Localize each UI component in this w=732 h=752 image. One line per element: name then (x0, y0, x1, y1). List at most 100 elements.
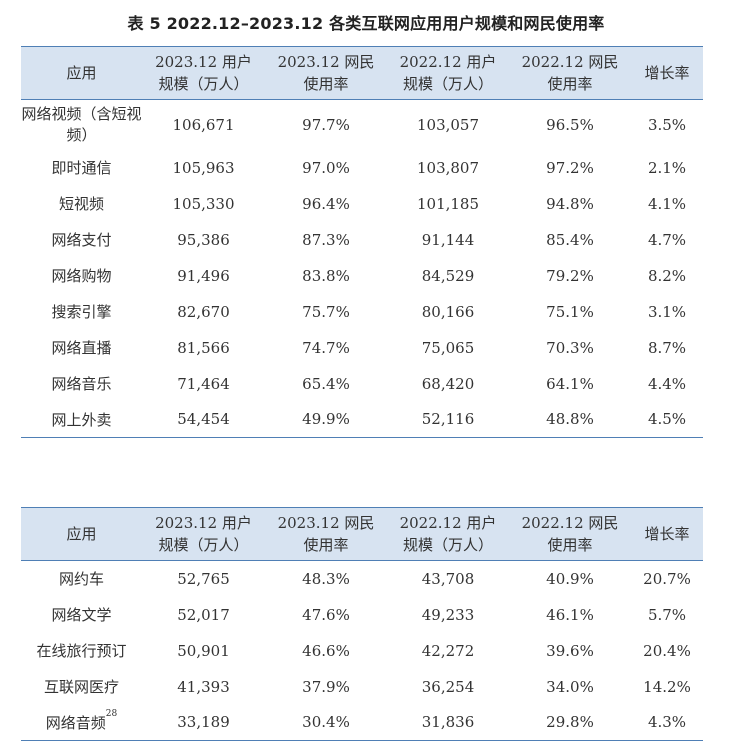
table-row: 网络支付 95,386 87.3% 91,144 85.4% 4.7% (21, 222, 703, 258)
rate-2023: 46.6% (302, 641, 350, 660)
growth-rate: 20.7% (643, 569, 691, 588)
growth-rate: 4.7% (647, 230, 687, 249)
header-users-2022: 2022.12 用户 规模（万人） (387, 46, 509, 100)
header-users-2023: 2023.12 用户 规模（万人） (142, 507, 265, 561)
usage-table-1: 应用 2023.12 用户 规模（万人） 2023.12 网民 使用率 2022.1… (21, 46, 703, 438)
app-name: 搜索引擎 (51, 303, 112, 321)
usage-table-2: 应用 2023.12 用户 规模（万人） 2023.12 网民 使用率 2022.1… (21, 507, 703, 741)
users-2023: 95,386 (177, 230, 230, 249)
table-row: 网约车 52,765 48.3% 43,708 40.9% 20.7% (21, 561, 703, 597)
users-2023: 54,454 (142, 401, 265, 438)
growth-rate: 4.3% (631, 704, 703, 741)
rate-2023: 65.4% (302, 374, 350, 393)
users-2023: 82,670 (177, 302, 230, 321)
rate-2023: 97.0% (302, 158, 350, 177)
table-row: 互联网医疗 41,393 37.9% 36,254 34.0% 14.2% (21, 669, 703, 705)
users-2022: 42,272 (421, 641, 475, 660)
table-row: 网络文学 52,017 47.6% 49,233 46.1% 5.7% (21, 597, 703, 633)
table-title: 表 5 2022.12–2023.12 各类互联网应用用户规模和网民使用率 (127, 14, 605, 33)
users-2023: 33,189 (142, 704, 265, 741)
rate-2022: 96.5% (546, 115, 594, 134)
rate-2022: 70.3% (546, 338, 594, 357)
users-2022: 80,166 (421, 302, 475, 321)
app-name: 网络支付 (51, 231, 112, 249)
rate-2023: 96.4% (302, 194, 350, 213)
header-users-2023: 2023.12 用户 规模（万人） (142, 46, 265, 100)
growth-rate: 2.1% (647, 158, 687, 177)
users-2022: 103,807 (416, 158, 480, 177)
rate-2023: 87.3% (302, 230, 350, 249)
header-row: 应用 2023.12 用户 规模（万人） 2023.12 网民 使用率 2022.1… (21, 46, 703, 100)
app-name: 网上外卖 (21, 401, 142, 438)
users-2022: 68,420 (421, 374, 475, 393)
rate-2023: 97.7% (302, 115, 350, 134)
table-row: 网络音频28 33,189 30.4% 31,836 29.8% 4.3% (21, 704, 703, 741)
app-name: 网络购物 (51, 267, 112, 285)
header-rate-2022: 2022.12 网民 使用率 (509, 507, 631, 561)
rate-2022: 34.0% (546, 677, 594, 696)
table-row: 在线旅行预订 50,901 46.6% 42,272 39.6% 20.4% (21, 633, 703, 669)
app-name: 网络音乐 (51, 375, 112, 393)
users-2022: 103,057 (416, 115, 480, 134)
users-2023: 71,464 (177, 374, 230, 393)
users-2022: 49,233 (421, 605, 475, 624)
growth-rate: 4.1% (647, 194, 687, 213)
growth-rate: 4.5% (631, 401, 703, 438)
users-2022: 43,708 (421, 569, 475, 588)
table-row: 网络购物 91,496 83.8% 84,529 79.2% 8.2% (21, 258, 703, 294)
header-row: 应用 2023.12 用户 规模（万人） 2023.12 网民 使用率 2022.1… (21, 507, 703, 561)
header-app: 应用 (21, 507, 142, 561)
app-name: 网络音频28 (21, 704, 142, 741)
app-name: 即时通信 (51, 159, 112, 177)
rate-2022: 64.1% (546, 374, 594, 393)
header-rate-2023: 2023.12 网民 使用率 (265, 46, 387, 100)
table-row: 网络音乐 71,464 65.4% 68,420 64.1% 4.4% (21, 366, 703, 402)
growth-rate: 8.2% (647, 266, 687, 285)
header-users-2022: 2022.12 用户 规模（万人） (387, 507, 509, 561)
users-2022: 84,529 (421, 266, 475, 285)
table-row: 短视频 105,330 96.4% 101,185 94.8% 4.1% (21, 186, 703, 222)
growth-rate: 14.2% (643, 677, 691, 696)
users-2022: 91,144 (421, 230, 475, 249)
footnote-marker: 28 (105, 708, 118, 719)
rate-2022: 85.4% (546, 230, 594, 249)
users-2023: 50,901 (177, 641, 230, 660)
rate-2023: 48.3% (302, 569, 350, 588)
users-2023: 41,393 (177, 677, 230, 696)
rate-2022: 39.6% (546, 641, 594, 660)
app-name: 网络文学 (51, 606, 112, 624)
users-2023: 81,566 (177, 338, 230, 357)
rate-2022: 48.8% (509, 401, 631, 438)
table-row: 即时通信 105,963 97.0% 103,807 97.2% 2.1% (21, 150, 703, 186)
rate-2022: 75.1% (546, 302, 594, 321)
users-2023: 105,963 (172, 158, 235, 177)
growth-rate: 4.4% (647, 374, 687, 393)
rate-2022: 79.2% (546, 266, 594, 285)
app-name: 网络直播 (51, 339, 112, 357)
rate-2023: 37.9% (302, 677, 350, 696)
rate-2022: 46.1% (546, 605, 594, 624)
rate-2022: 40.9% (546, 569, 594, 588)
users-2022: 36,254 (421, 677, 475, 696)
rate-2023: 30.4% (265, 704, 387, 741)
rate-2023: 47.6% (302, 605, 350, 624)
users-2022: 101,185 (416, 194, 480, 213)
rate-2023: 75.7% (302, 302, 350, 321)
table-row: 网上外卖 54,454 49.9% 52,116 48.8% 4.5% (21, 401, 703, 438)
users-2023: 52,017 (177, 605, 230, 624)
rate-2022: 29.8% (509, 704, 631, 741)
growth-rate: 20.4% (643, 641, 691, 660)
app-name: 互联网医疗 (43, 678, 119, 696)
table-row: 搜索引擎 82,670 75.7% 80,166 75.1% 3.1% (21, 294, 703, 330)
growth-rate: 3.1% (647, 302, 687, 321)
header-rate-2022: 2022.12 网民 使用率 (509, 46, 631, 100)
header-app: 应用 (21, 46, 142, 100)
growth-rate: 8.7% (647, 338, 687, 357)
header-growth: 增长率 (631, 46, 703, 100)
users-2022: 31,836 (387, 704, 509, 741)
table-row: 网络直播 81,566 74.7% 75,065 70.3% 8.7% (21, 330, 703, 366)
rate-2022: 94.8% (546, 194, 594, 213)
growth-rate: 5.7% (647, 605, 687, 624)
app-name: 网约车 (58, 570, 104, 589)
users-2023: 105,330 (172, 194, 235, 213)
